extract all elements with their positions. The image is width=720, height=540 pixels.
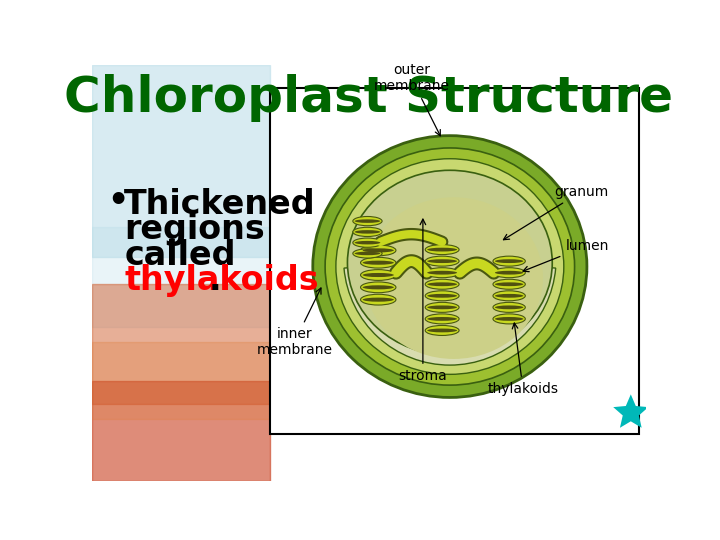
Text: regions: regions <box>124 213 265 246</box>
Bar <box>92 284 271 403</box>
Ellipse shape <box>427 328 457 332</box>
Text: thylakoids: thylakoids <box>124 264 319 297</box>
Ellipse shape <box>495 317 523 321</box>
Ellipse shape <box>493 314 526 324</box>
Ellipse shape <box>354 219 380 223</box>
Bar <box>92 226 271 327</box>
Ellipse shape <box>426 326 459 335</box>
Bar <box>271 88 639 434</box>
Ellipse shape <box>361 269 396 280</box>
Ellipse shape <box>426 302 459 312</box>
Ellipse shape <box>363 248 394 252</box>
Ellipse shape <box>426 245 459 254</box>
Ellipse shape <box>427 294 457 298</box>
Text: .: . <box>209 264 222 297</box>
Ellipse shape <box>363 261 394 265</box>
Ellipse shape <box>493 291 526 301</box>
Ellipse shape <box>353 249 382 258</box>
Wedge shape <box>344 259 556 365</box>
Ellipse shape <box>353 217 382 226</box>
Ellipse shape <box>427 317 457 321</box>
Ellipse shape <box>363 285 394 289</box>
Ellipse shape <box>427 306 457 309</box>
Ellipse shape <box>348 170 552 355</box>
Text: stroma: stroma <box>399 219 447 383</box>
Ellipse shape <box>312 136 587 397</box>
Ellipse shape <box>493 268 526 278</box>
Ellipse shape <box>363 273 394 277</box>
Ellipse shape <box>361 245 396 256</box>
Ellipse shape <box>426 268 459 278</box>
Ellipse shape <box>427 271 457 275</box>
Text: Chloroplast Structure: Chloroplast Structure <box>65 74 673 122</box>
Ellipse shape <box>363 298 394 302</box>
Ellipse shape <box>493 256 526 266</box>
Text: granum: granum <box>503 185 608 240</box>
Ellipse shape <box>336 159 564 374</box>
Ellipse shape <box>493 279 526 289</box>
Ellipse shape <box>353 227 382 237</box>
Ellipse shape <box>427 259 457 263</box>
Bar <box>92 381 271 481</box>
Ellipse shape <box>493 302 526 312</box>
Ellipse shape <box>495 271 523 275</box>
Ellipse shape <box>426 279 459 289</box>
Text: called: called <box>124 239 235 272</box>
Ellipse shape <box>361 294 396 305</box>
Ellipse shape <box>495 294 523 298</box>
Ellipse shape <box>427 248 457 252</box>
Text: inner
membrane: inner membrane <box>256 288 333 357</box>
Ellipse shape <box>364 197 543 359</box>
Ellipse shape <box>495 306 523 309</box>
Ellipse shape <box>353 238 382 247</box>
Ellipse shape <box>426 256 459 266</box>
Text: lumen: lumen <box>523 239 608 272</box>
Ellipse shape <box>426 291 459 301</box>
Ellipse shape <box>361 257 396 268</box>
Ellipse shape <box>325 148 575 385</box>
Ellipse shape <box>361 282 396 293</box>
Text: thylakoids: thylakoids <box>487 323 559 396</box>
Polygon shape <box>613 394 649 428</box>
Bar <box>92 342 271 419</box>
Bar <box>92 65 271 257</box>
Ellipse shape <box>495 282 523 286</box>
Text: Thickened: Thickened <box>124 188 316 221</box>
Ellipse shape <box>354 241 380 245</box>
Ellipse shape <box>426 314 459 324</box>
Ellipse shape <box>427 282 457 286</box>
Ellipse shape <box>495 259 523 263</box>
Ellipse shape <box>354 252 380 255</box>
Text: outer
membrane: outer membrane <box>374 63 449 136</box>
Text: •: • <box>107 185 128 218</box>
Ellipse shape <box>354 230 380 234</box>
